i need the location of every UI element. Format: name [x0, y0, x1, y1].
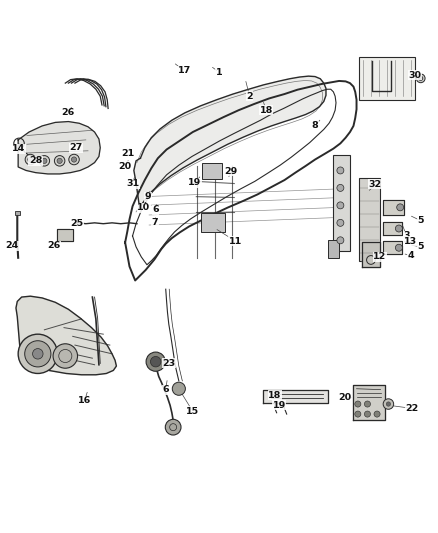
Circle shape — [18, 334, 57, 374]
Circle shape — [150, 357, 161, 367]
Bar — [201, 213, 225, 231]
Circle shape — [25, 154, 35, 165]
Text: 20: 20 — [119, 161, 132, 171]
Circle shape — [54, 156, 65, 166]
Text: 27: 27 — [69, 143, 82, 152]
Text: 16: 16 — [78, 397, 91, 406]
Text: 19: 19 — [188, 178, 201, 187]
Circle shape — [337, 237, 344, 244]
Text: 19: 19 — [272, 401, 286, 410]
Bar — [14, 211, 20, 215]
Text: 4: 4 — [408, 251, 414, 260]
Text: 18: 18 — [268, 391, 282, 400]
Circle shape — [396, 244, 403, 251]
Text: 31: 31 — [126, 179, 139, 188]
Text: 32: 32 — [369, 180, 382, 189]
Circle shape — [337, 184, 344, 191]
Text: 6: 6 — [152, 205, 159, 214]
Polygon shape — [383, 222, 403, 235]
Circle shape — [374, 411, 380, 417]
Circle shape — [383, 399, 394, 409]
Polygon shape — [18, 122, 100, 174]
Text: 20: 20 — [338, 393, 351, 402]
Text: 14: 14 — [12, 144, 26, 153]
Polygon shape — [383, 200, 404, 215]
Circle shape — [69, 154, 79, 165]
Bar — [359, 57, 416, 100]
Circle shape — [396, 225, 403, 232]
Circle shape — [28, 157, 33, 162]
Polygon shape — [383, 241, 403, 254]
Polygon shape — [57, 229, 73, 241]
Text: 8: 8 — [312, 122, 318, 131]
Text: 5: 5 — [417, 216, 424, 225]
Polygon shape — [16, 296, 117, 375]
Polygon shape — [134, 76, 326, 207]
Circle shape — [355, 401, 361, 407]
Text: 25: 25 — [71, 219, 84, 228]
Polygon shape — [263, 390, 328, 403]
Circle shape — [386, 402, 391, 406]
Circle shape — [417, 74, 425, 83]
Circle shape — [32, 349, 43, 359]
Circle shape — [146, 352, 165, 372]
Text: 11: 11 — [229, 237, 242, 246]
Text: 6: 6 — [162, 385, 169, 394]
Circle shape — [364, 411, 371, 417]
Circle shape — [397, 204, 404, 211]
Text: 29: 29 — [225, 167, 238, 176]
Bar — [359, 179, 380, 261]
Circle shape — [337, 202, 344, 209]
Circle shape — [42, 158, 47, 164]
Text: 2: 2 — [246, 92, 253, 101]
Text: 26: 26 — [47, 241, 60, 250]
Text: 24: 24 — [5, 241, 18, 250]
Bar — [201, 163, 223, 179]
Text: 18: 18 — [259, 106, 273, 115]
Text: 12: 12 — [373, 253, 386, 261]
Circle shape — [172, 382, 185, 395]
Polygon shape — [353, 385, 385, 420]
Circle shape — [71, 157, 77, 162]
Circle shape — [165, 419, 181, 435]
Text: 28: 28 — [29, 156, 42, 165]
Bar — [328, 240, 339, 258]
Text: 15: 15 — [186, 407, 199, 416]
Circle shape — [419, 76, 423, 80]
Text: 21: 21 — [122, 149, 135, 158]
Text: 1: 1 — [215, 68, 223, 77]
Circle shape — [355, 411, 361, 417]
Circle shape — [364, 401, 371, 407]
Circle shape — [57, 158, 62, 164]
Text: 23: 23 — [162, 359, 175, 368]
Text: 3: 3 — [403, 231, 410, 240]
Text: 17: 17 — [177, 67, 191, 75]
Text: 5: 5 — [417, 243, 424, 252]
Text: 22: 22 — [405, 404, 419, 413]
Text: 13: 13 — [404, 237, 417, 246]
Circle shape — [53, 344, 78, 368]
Bar — [332, 155, 350, 251]
Polygon shape — [362, 243, 380, 266]
Text: 9: 9 — [145, 192, 152, 201]
Circle shape — [337, 167, 344, 174]
Text: 7: 7 — [152, 219, 158, 228]
Text: 30: 30 — [408, 71, 421, 80]
Text: 26: 26 — [62, 108, 75, 117]
Circle shape — [337, 220, 344, 227]
Text: 10: 10 — [138, 203, 151, 212]
Circle shape — [25, 341, 51, 367]
Circle shape — [39, 156, 49, 166]
